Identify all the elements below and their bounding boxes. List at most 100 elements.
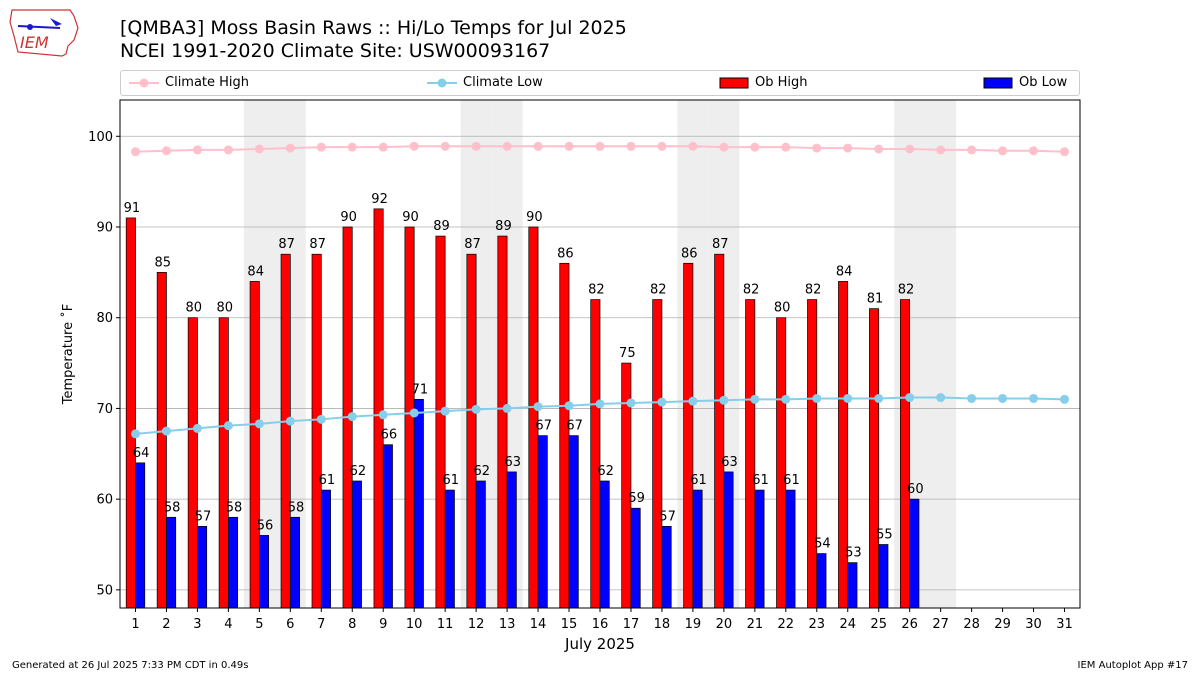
y-tick-label: 100 xyxy=(88,130,113,145)
climate-low-point xyxy=(347,412,357,422)
ob-low-value-label: 61 xyxy=(752,473,769,488)
legend-ob-low: Ob Low xyxy=(983,74,1067,92)
climate-low-point xyxy=(192,423,202,433)
x-tick-label: 12 xyxy=(468,617,485,632)
climate-low-point xyxy=(502,403,512,413)
climate-high-point xyxy=(502,141,512,151)
weekend-shade-day-27 xyxy=(925,100,957,608)
ob-high-bar xyxy=(776,317,787,609)
climate-low-point xyxy=(626,398,636,408)
ob-high-bar xyxy=(156,272,167,609)
ob-low-bar xyxy=(816,553,827,609)
ob-high-bar xyxy=(807,299,818,609)
ob-high-value-label: 91 xyxy=(124,201,141,216)
x-tick-label: 16 xyxy=(592,617,609,632)
ob-high-bar xyxy=(590,299,601,609)
climate-high-point xyxy=(936,145,946,155)
climate-low-point xyxy=(750,394,760,404)
bars xyxy=(125,208,920,609)
climate-low-point xyxy=(967,393,977,403)
ob-low-value-label: 56 xyxy=(257,518,274,533)
climate-low-point xyxy=(440,406,450,416)
climate-high-point xyxy=(812,143,822,153)
x-tick-label: 21 xyxy=(747,617,764,632)
climate-low-point xyxy=(595,399,605,409)
ob-high-value-label: 81 xyxy=(867,292,884,307)
climate-high-point xyxy=(130,147,140,157)
y-tick-label: 50 xyxy=(96,583,113,598)
ob-low-value-label: 67 xyxy=(535,419,552,434)
climate-high-point xyxy=(347,142,357,152)
ob-high-bar xyxy=(528,226,539,609)
ob-high-value-label: 86 xyxy=(681,246,698,261)
ob-high-value-label: 85 xyxy=(155,255,172,270)
climate-low-point xyxy=(874,393,884,403)
ob-low-value-label: 54 xyxy=(814,537,831,552)
ob-low-bar xyxy=(661,526,672,609)
climate-high-point xyxy=(595,141,605,151)
ob-high-bar xyxy=(280,253,291,609)
climate-lines xyxy=(130,141,1070,439)
ob-low-bar xyxy=(413,399,424,609)
ob-low-value-label: 58 xyxy=(164,500,181,515)
ob-high-bar xyxy=(125,217,136,609)
ob-low-value-label: 58 xyxy=(288,500,305,515)
climate-low-point xyxy=(781,394,791,404)
ob-high-value-label: 89 xyxy=(495,219,512,234)
climate-low-point xyxy=(161,426,171,436)
climate-high-point xyxy=(781,142,791,152)
climate-low-point xyxy=(812,393,822,403)
legend-ob-high: Ob High xyxy=(719,74,808,92)
ob-low-value-label: 61 xyxy=(319,473,336,488)
x-tick-label: 19 xyxy=(685,617,702,632)
x-tick-label: 28 xyxy=(963,617,980,632)
ob-low-bar xyxy=(630,507,641,609)
legend-climate-high: Climate High xyxy=(129,74,249,92)
climate-low-point xyxy=(657,397,667,407)
ob-high-value-label: 82 xyxy=(588,283,605,298)
climate-low-point xyxy=(285,416,295,426)
ob-low-value-label: 67 xyxy=(566,419,583,434)
ob-high-bar xyxy=(900,299,911,609)
ob-high-bar xyxy=(249,281,260,609)
ob-low-value-label: 61 xyxy=(690,473,707,488)
legend: Climate High Climate Low Ob High Ob Low xyxy=(120,70,1080,96)
x-tick-label: 13 xyxy=(499,617,516,632)
ob-low-value-label: 61 xyxy=(443,473,460,488)
legend-ob-low-label: Ob Low xyxy=(1019,75,1068,90)
climate-low-point xyxy=(254,419,264,429)
x-tick-label: 7 xyxy=(317,617,325,632)
climate-low-point xyxy=(533,402,543,412)
climate-low-point xyxy=(1060,394,1070,404)
climate-high-point xyxy=(905,144,915,154)
ob-high-value-label: 86 xyxy=(557,246,574,261)
chart-subtitle: NCEI 1991-2020 Climate Site: USW00093167 xyxy=(120,40,551,62)
legend-climate-low-label: Climate Low xyxy=(463,75,543,90)
x-tick-label: 24 xyxy=(839,617,856,632)
climate-high-point xyxy=(998,146,1008,156)
climate-high-point xyxy=(1060,147,1070,157)
climate-high-point xyxy=(440,141,450,151)
ob-low-value-label: 62 xyxy=(350,464,367,479)
ob-low-bar xyxy=(259,535,269,609)
climate-high-point xyxy=(626,141,636,151)
legend-climate-low-marker xyxy=(427,78,457,87)
x-tick-label: 17 xyxy=(623,617,640,632)
climate-low-point xyxy=(719,395,729,405)
ob-low-bar xyxy=(444,489,455,609)
ob-low-value-label: 57 xyxy=(659,509,676,524)
ob-high-bar xyxy=(373,208,384,609)
climate-low-point xyxy=(316,414,326,424)
chart-title: [QMBA3] Moss Basin Raws :: Hi/Lo Temps f… xyxy=(120,17,627,39)
x-tick-label: 29 xyxy=(994,617,1011,632)
climate-high-point xyxy=(967,145,977,155)
x-tick-label: 25 xyxy=(870,617,887,632)
ob-high-value-label: 80 xyxy=(216,301,233,316)
x-tick-label: 22 xyxy=(778,617,795,632)
x-tick-label: 6 xyxy=(286,617,294,632)
ob-low-value-label: 63 xyxy=(721,455,738,470)
ob-low-bar xyxy=(847,562,858,609)
iowa-outline xyxy=(9,9,79,57)
ob-low-bar xyxy=(228,516,239,609)
ob-low-bar xyxy=(568,435,579,609)
